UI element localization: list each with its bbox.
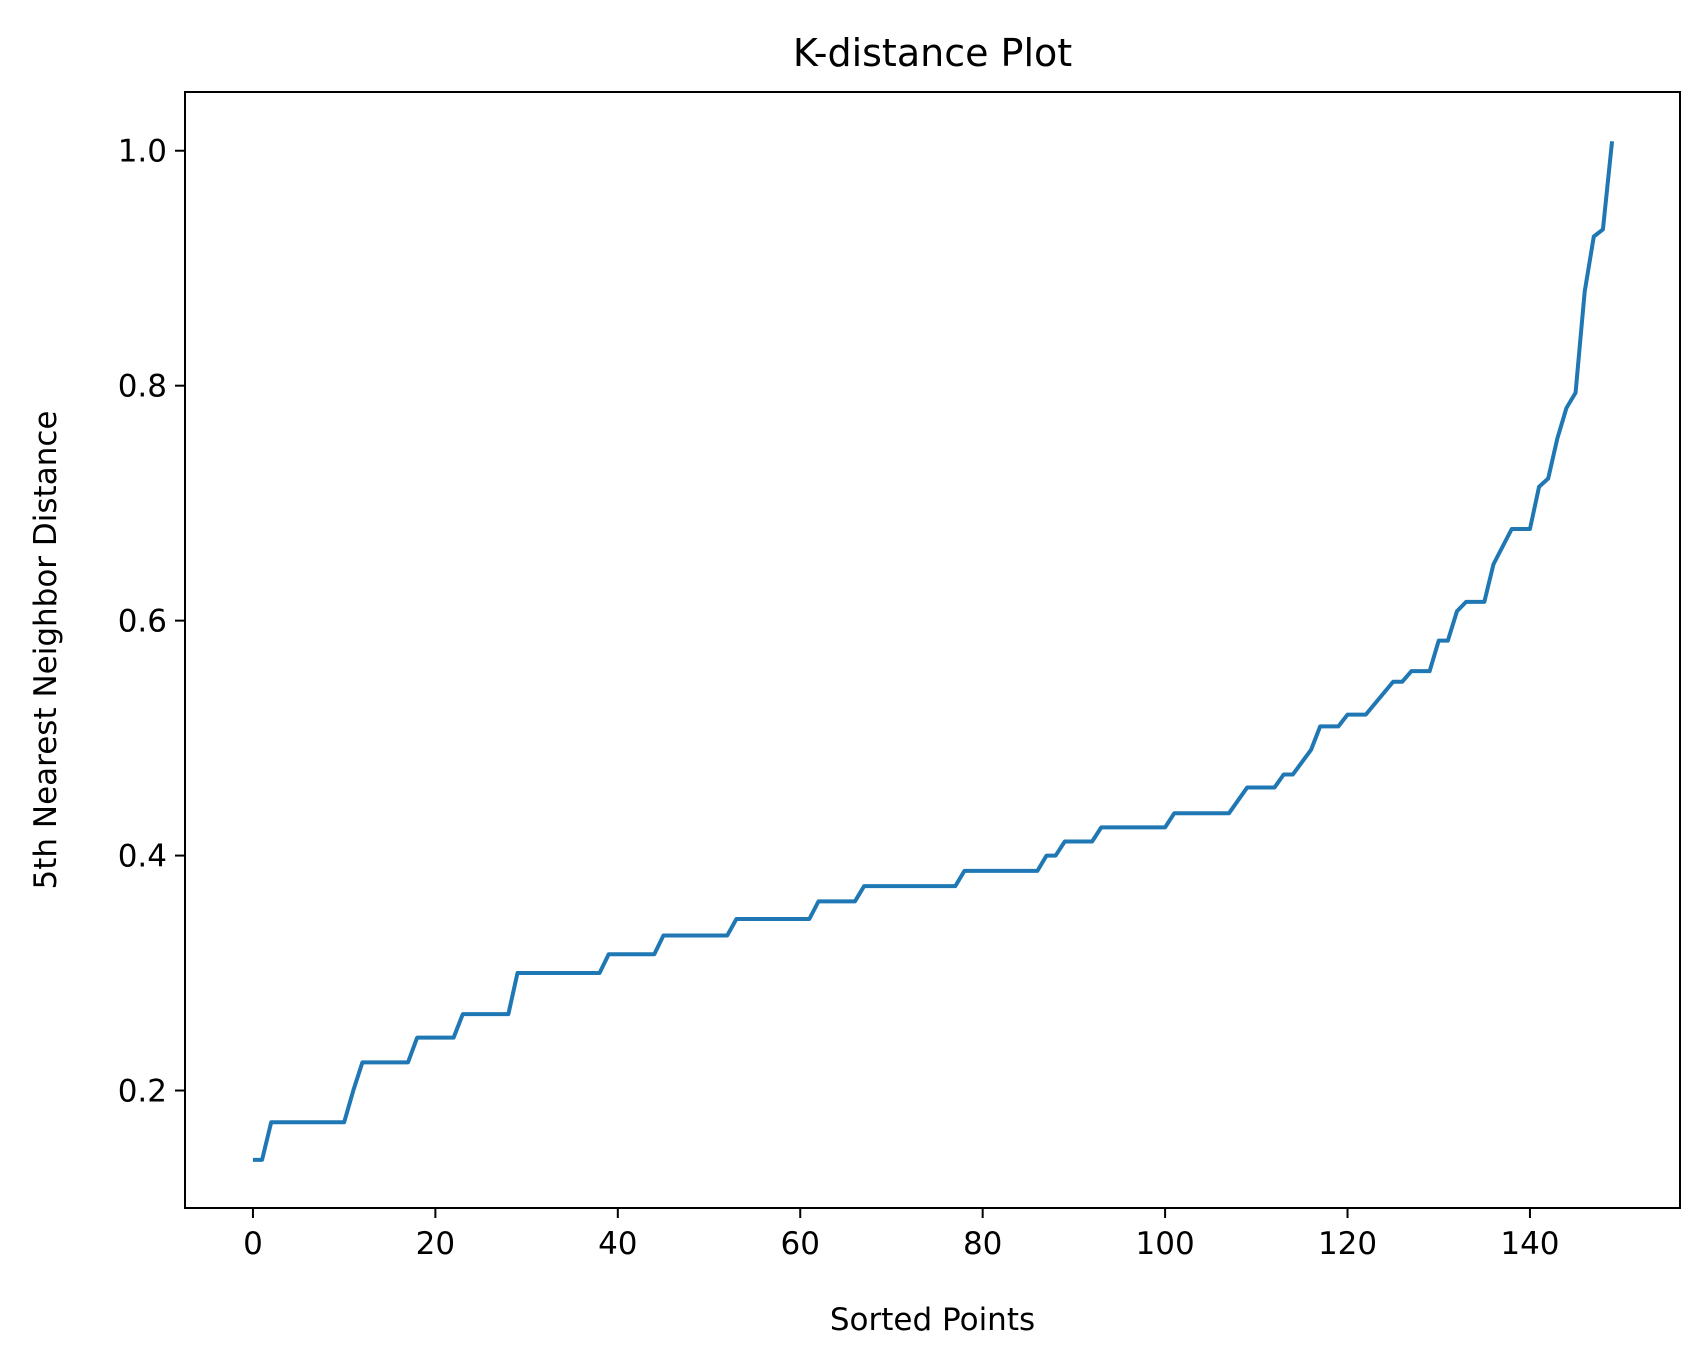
ticks: 0 20 40 60 80 100 120 140 0.2 0.4 0.6 0.8 1.0: [118, 134, 1560, 1262]
x-tick-label: 0: [243, 1226, 263, 1262]
x-axis-title: Sorted Points: [830, 1302, 1035, 1338]
chart-title: K-distance Plot: [793, 31, 1072, 75]
y-axis-title: 5th Nearest Neighbor Distance: [28, 411, 64, 890]
plot-frame: [184, 91, 1681, 1209]
x-tick-label: 60: [781, 1226, 820, 1262]
y-tick-label: 1.0: [118, 134, 167, 170]
x-tick-label: 100: [1136, 1226, 1195, 1262]
x-tick-label: 120: [1318, 1226, 1377, 1262]
y-tick-label: 0.4: [118, 839, 167, 875]
x-tick-label: 140: [1500, 1226, 1559, 1262]
x-tick-label: 80: [963, 1226, 1002, 1262]
x-tick-label: 20: [416, 1226, 455, 1262]
x-tick-label: 40: [598, 1226, 637, 1262]
k-distance-series-line: [252, 141, 1615, 1162]
y-tick-label: 0.2: [118, 1074, 167, 1110]
series-layer: [252, 141, 1615, 1162]
y-tick-label: 0.6: [118, 604, 167, 640]
y-tick-label: 0.8: [118, 369, 167, 405]
